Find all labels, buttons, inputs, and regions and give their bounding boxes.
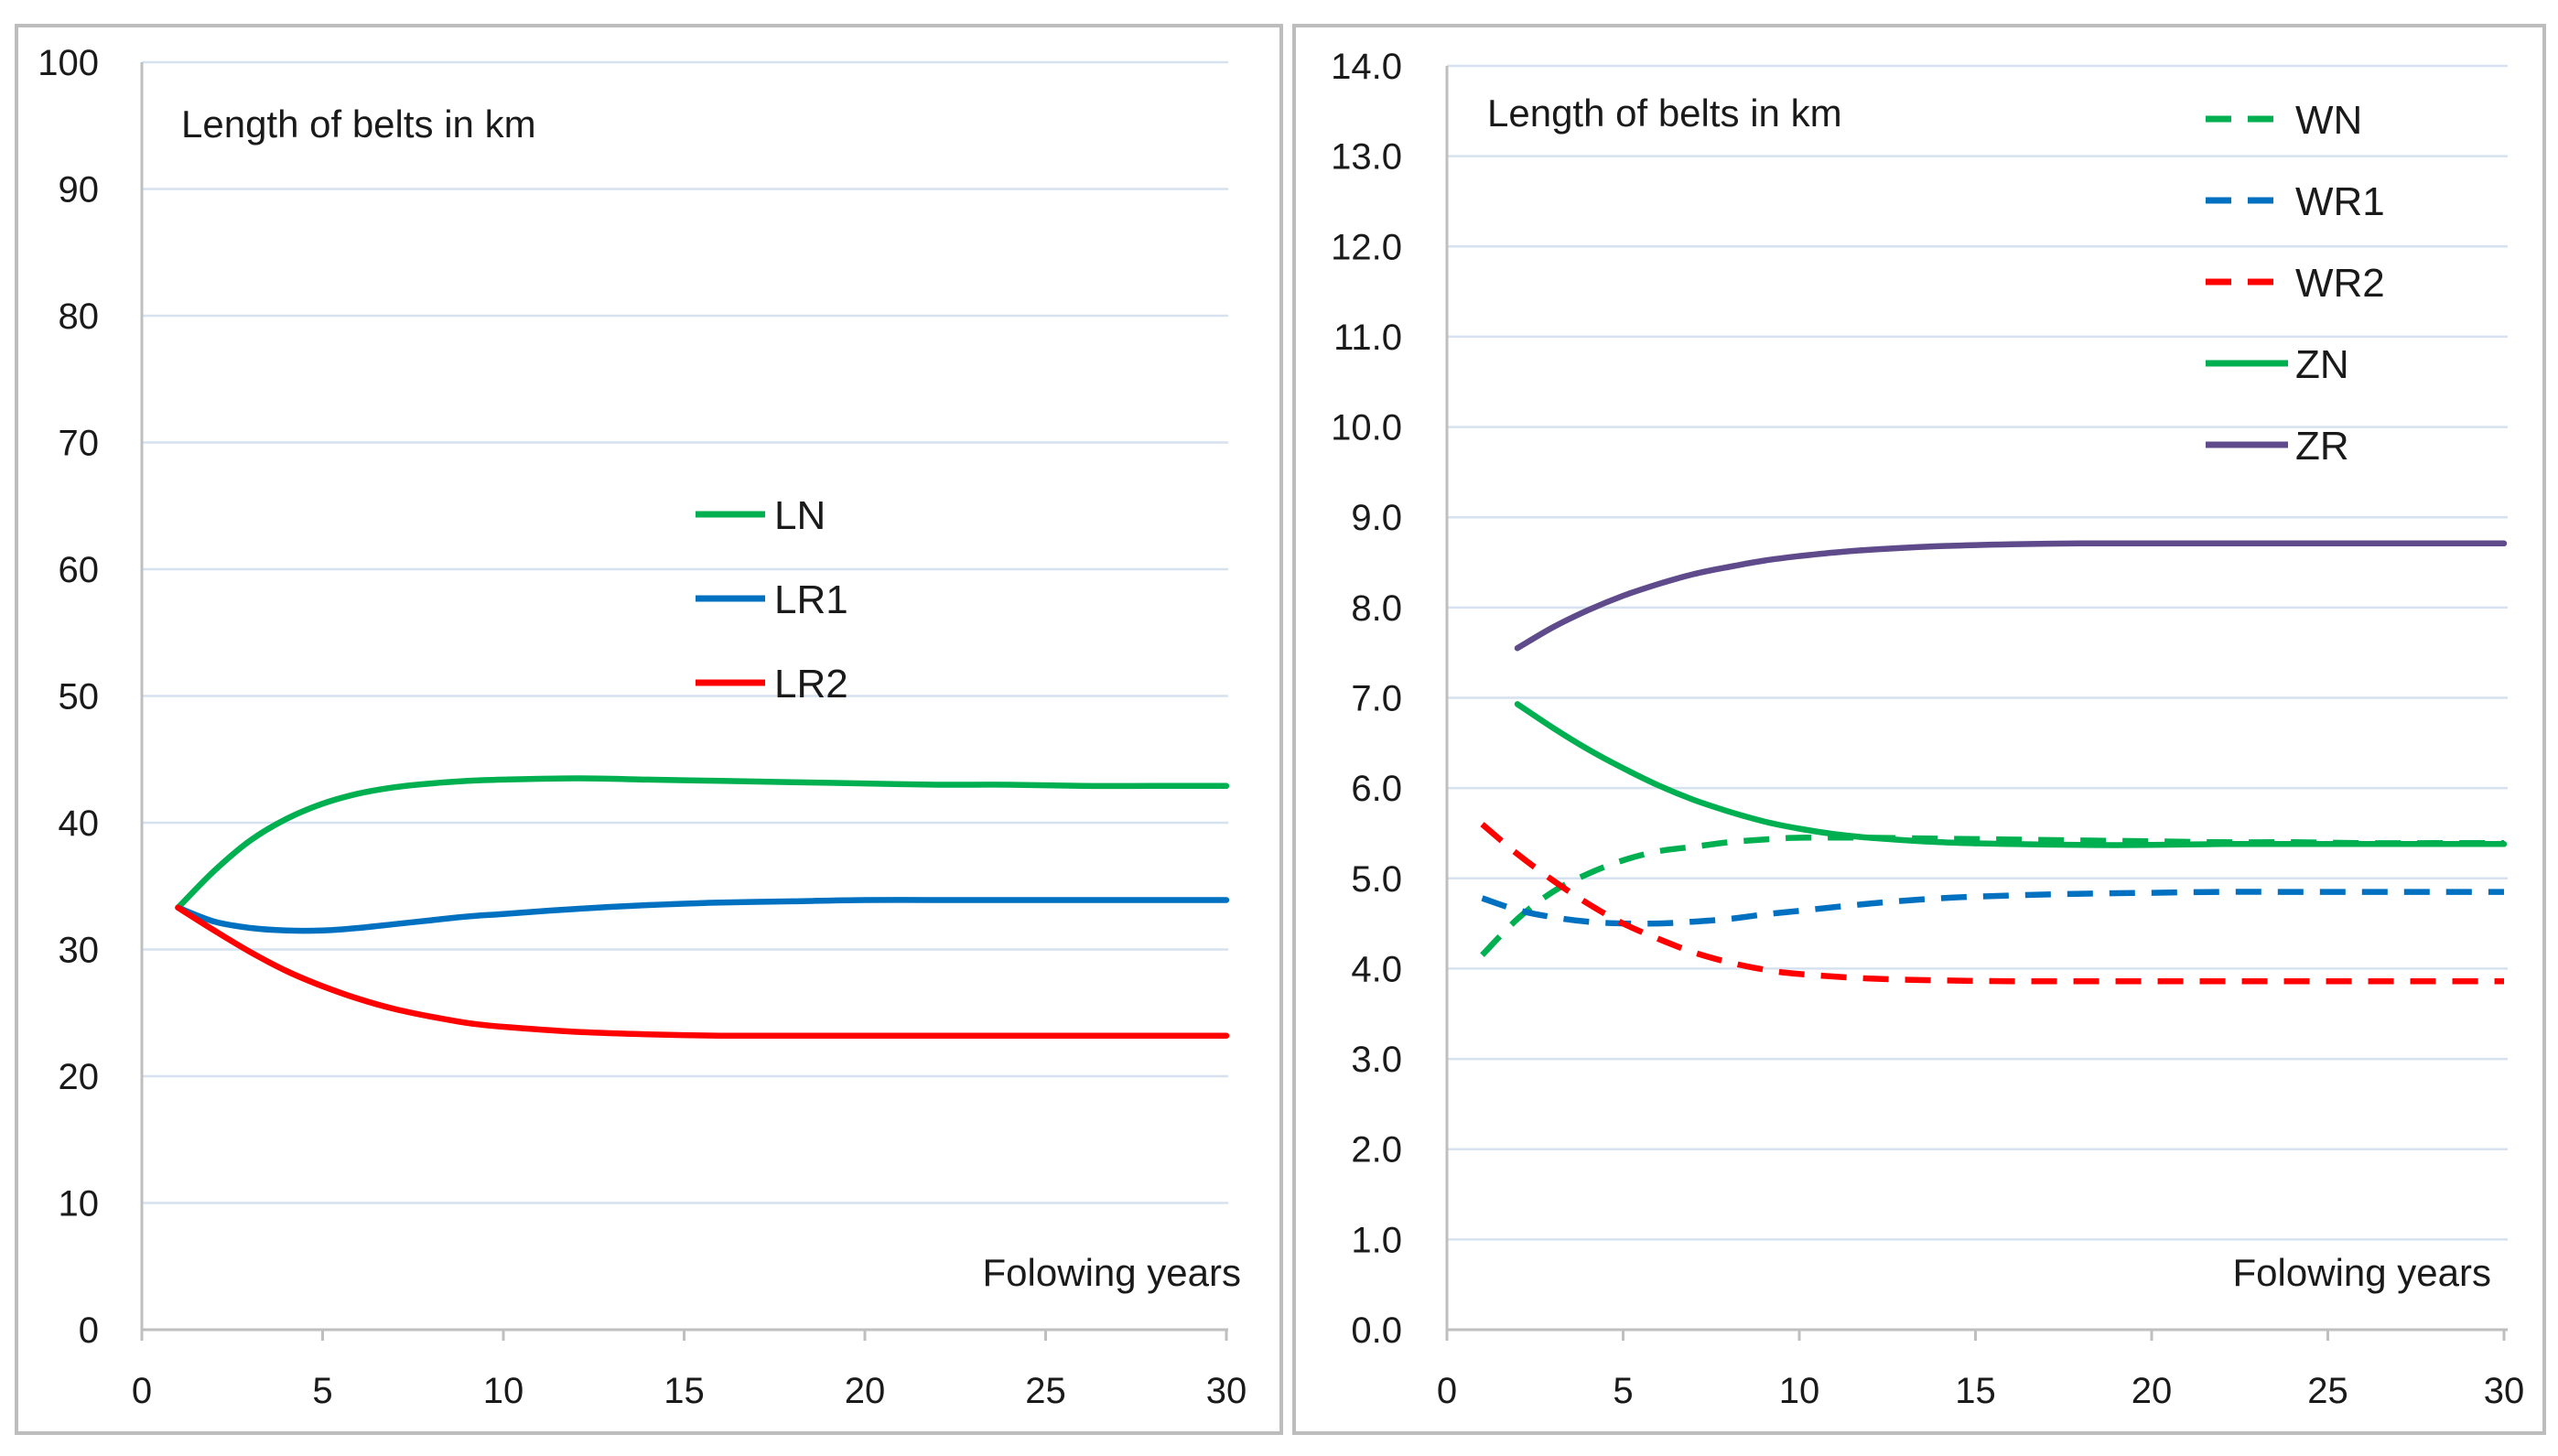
y-tick-label: 8.0 xyxy=(1351,588,1402,629)
legend-label-wr2: WR2 xyxy=(2295,261,2385,306)
y-tick-label: 10 xyxy=(59,1184,100,1224)
series-line-zn xyxy=(1514,701,2508,848)
legend-label-lr2: LR2 xyxy=(774,662,848,706)
right-chart-frame xyxy=(1292,24,2546,1435)
legend-label-zr: ZR xyxy=(2295,424,2349,469)
x-tick-label: 0 xyxy=(1437,1371,1457,1411)
y-tick-label: 6.0 xyxy=(1351,769,1402,809)
series-line-wr1 xyxy=(1481,889,2504,927)
series-line-lr2 xyxy=(175,904,1230,1040)
y-tick-label: 3.0 xyxy=(1351,1040,1402,1080)
y-tick-label: 100 xyxy=(38,43,99,83)
y-tick-label: 5.0 xyxy=(1351,859,1402,900)
left-chart-panel: 0 10 20 30 40 50 60 70 80 90 100 0 5 10 15 20 25 30 Leng… xyxy=(15,24,1283,1435)
right-legend: WN WR1 WR2 ZN ZR xyxy=(2206,98,2385,469)
x-tick-label: 30 xyxy=(2484,1371,2525,1411)
x-tick-label: 10 xyxy=(1779,1371,1820,1411)
right-x-tick-labels: 0 5 10 15 20 25 30 xyxy=(1437,1330,2524,1411)
y-tick-label: 20 xyxy=(59,1057,100,1097)
y-tick-label: 4.0 xyxy=(1351,949,1402,989)
series-line-zr xyxy=(1514,540,2508,652)
left-x-axis-label: Folowing years xyxy=(983,1251,1241,1294)
y-tick-label: 13.0 xyxy=(1331,137,1402,178)
x-tick-label: 10 xyxy=(483,1371,524,1411)
x-tick-label: 15 xyxy=(664,1371,705,1411)
y-tick-label: 2.0 xyxy=(1351,1130,1402,1170)
right-x-axis-label: Folowing years xyxy=(2233,1251,2491,1294)
left-chart-frame xyxy=(15,24,1283,1435)
x-tick-label: 5 xyxy=(1613,1371,1633,1411)
y-tick-label: 12.0 xyxy=(1331,227,1402,267)
legend-label-wn: WN xyxy=(2295,98,2362,143)
left-y-tick-labels: 0 10 20 30 40 50 60 70 80 90 100 xyxy=(38,43,99,1351)
y-tick-label: 80 xyxy=(59,297,100,337)
series-line-lr1 xyxy=(175,897,1230,934)
left-series-lines xyxy=(175,775,1230,1040)
right-chart-title: Length of belts in km xyxy=(1487,92,1842,135)
x-tick-label: 25 xyxy=(1025,1371,1066,1411)
left-x-tick-labels: 0 5 10 15 20 25 30 xyxy=(132,1330,1247,1411)
y-tick-label: 10.0 xyxy=(1331,408,1402,448)
x-tick-label: 25 xyxy=(2307,1371,2348,1411)
legend-label-lr1: LR1 xyxy=(774,577,848,622)
left-legend: LN LR1 LR2 xyxy=(696,493,848,706)
y-tick-label: 50 xyxy=(59,677,100,717)
x-tick-label: 15 xyxy=(1955,1371,1996,1411)
y-tick-label: 0 xyxy=(79,1310,99,1351)
x-tick-label: 20 xyxy=(845,1371,886,1411)
y-tick-label: 40 xyxy=(59,803,100,844)
right-y-tick-labels: 0.0 1.0 2.0 3.0 4.0 5.0 6.0 7.0 8.0 9.0 10.0 11.0 12… xyxy=(1331,47,1402,1351)
y-tick-label: 0.0 xyxy=(1351,1310,1402,1351)
y-tick-label: 60 xyxy=(59,550,100,590)
x-tick-label: 5 xyxy=(312,1371,332,1411)
left-chart-title: Length of belts in km xyxy=(181,102,536,146)
y-tick-label: 11.0 xyxy=(1333,318,1402,358)
series-line-ln xyxy=(175,775,1230,911)
y-tick-label: 30 xyxy=(59,931,100,971)
right-gridlines xyxy=(1445,64,2508,1332)
y-tick-label: 14.0 xyxy=(1331,47,1402,87)
x-tick-label: 20 xyxy=(2132,1371,2173,1411)
y-tick-label: 1.0 xyxy=(1351,1220,1402,1260)
y-tick-label: 9.0 xyxy=(1351,498,1402,538)
series-line-wr2 xyxy=(1480,822,2504,985)
right-series-lines xyxy=(1480,540,2508,985)
right-chart-panel: 0.0 1.0 2.0 3.0 4.0 5.0 6.0 7.0 8.0 9.0 10.0 11.0 12… xyxy=(1292,24,2546,1435)
x-tick-label: 30 xyxy=(1206,1371,1247,1411)
x-tick-label: 0 xyxy=(132,1371,152,1411)
legend-label-ln: LN xyxy=(774,493,826,538)
legend-label-wr1: WR1 xyxy=(2295,179,2385,224)
y-tick-label: 7.0 xyxy=(1351,679,1402,719)
y-tick-label: 70 xyxy=(59,424,100,464)
legend-label-zn: ZN xyxy=(2295,342,2349,387)
y-tick-label: 90 xyxy=(59,170,100,210)
